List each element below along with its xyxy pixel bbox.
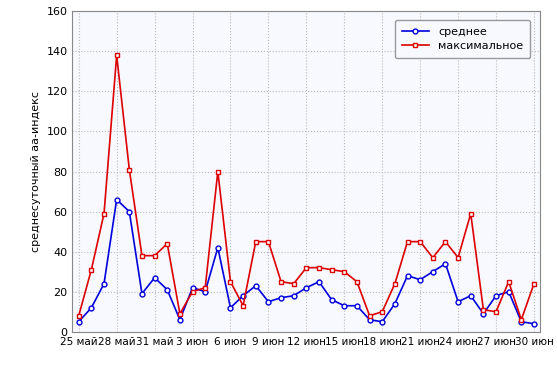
максимальное [354,279,360,284]
максимальное [75,314,82,318]
Y-axis label: среднесуточный аа-индекс: среднесуточный аа-индекс [31,91,41,252]
максимальное [189,290,196,294]
среднее [518,319,525,324]
среднее [290,293,297,298]
максимальное [164,241,170,246]
максимальное [467,211,474,216]
максимальное [417,239,423,244]
среднее [139,291,145,296]
среднее [392,302,398,306]
максимальное [227,279,234,284]
среднее [480,311,487,316]
Legend: среднее, максимальное: среднее, максимальное [395,20,530,58]
максимальное [493,310,500,314]
среднее [341,303,348,308]
среднее [278,296,285,300]
максимальное [240,303,246,308]
среднее [455,299,461,304]
максимальное [265,239,272,244]
среднее [240,293,246,298]
среднее [367,317,373,322]
максимальное [214,169,221,174]
максимальное [101,211,108,216]
среднее [404,273,411,278]
среднее [505,290,512,294]
среднее [265,299,272,304]
Line: среднее: среднее [76,197,536,326]
среднее [214,245,221,250]
среднее [88,305,95,310]
среднее [417,277,423,282]
максимальное [518,317,525,322]
среднее [126,209,133,214]
максимальное [505,279,512,284]
максимальное [429,255,436,260]
среднее [379,319,385,324]
среднее [442,261,449,266]
среднее [101,281,108,286]
среднее [202,290,208,294]
Line: максимальное: максимальное [76,53,536,322]
максимальное [126,167,133,172]
среднее [75,319,82,324]
максимальное [316,265,323,270]
среднее [354,303,360,308]
максимальное [252,239,259,244]
максимальное [404,239,411,244]
максимальное [139,253,145,258]
максимальное [113,53,120,58]
максимальное [455,255,461,260]
максимальное [328,267,335,272]
максимальное [290,281,297,286]
максимальное [379,310,385,314]
максимальное [392,281,398,286]
среднее [467,293,474,298]
среднее [493,293,500,298]
максимальное [531,281,538,286]
максимальное [177,311,183,316]
среднее [429,270,436,274]
максимальное [480,308,487,312]
максимальное [278,279,285,284]
максимальное [367,314,373,318]
среднее [227,305,234,310]
среднее [252,284,259,288]
среднее [152,276,158,280]
среднее [164,287,170,292]
среднее [113,197,120,202]
среднее [189,285,196,290]
максимальное [303,265,310,270]
максимальное [442,239,449,244]
среднее [316,279,323,284]
максимальное [202,285,208,290]
среднее [531,322,538,326]
максимальное [341,270,348,274]
максимальное [152,253,158,258]
среднее [328,297,335,302]
максимальное [88,267,95,272]
среднее [303,285,310,290]
среднее [177,317,183,322]
